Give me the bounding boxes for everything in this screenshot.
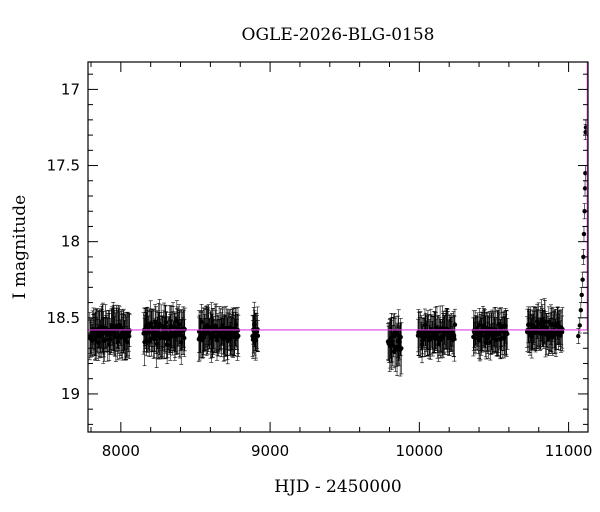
data-point (505, 318, 510, 350)
y-axis-label: I magnitude (10, 195, 30, 299)
data-point (399, 322, 404, 375)
y-tick-label: 17 (61, 80, 80, 98)
x-tick-label: 8000 (102, 442, 140, 460)
data-point (236, 314, 241, 357)
x-tick-label: 9000 (251, 442, 289, 460)
data-point (182, 319, 187, 357)
data-point (582, 180, 588, 197)
chart-title: OGLE-2026-BLG-0158 (242, 25, 435, 45)
plot-frame (87, 61, 589, 433)
data-point (580, 271, 585, 288)
y-tick-label: 18 (61, 233, 80, 251)
data-points (87, 119, 589, 377)
data-point (118, 309, 124, 346)
data-point (255, 320, 261, 352)
data-point (127, 313, 132, 359)
data-point (477, 319, 483, 362)
y-tick-label: 18.5 (47, 309, 80, 327)
data-point (452, 308, 458, 341)
data-point (576, 328, 581, 344)
x-axis-label: HJD - 2450000 (274, 477, 402, 497)
data-point (578, 302, 584, 319)
y-tick-label: 19 (61, 385, 80, 403)
x-tick-label: 11000 (545, 442, 593, 460)
axis-ticks: 8000 9000 10000 11000 17 17.5 18 18.5 19 (47, 62, 593, 460)
y-tick-label: 17.5 (47, 157, 80, 175)
x-tick-label: 10000 (395, 442, 443, 460)
model-curve (88, 62, 588, 331)
data-point (581, 226, 587, 242)
data-point (579, 287, 584, 303)
